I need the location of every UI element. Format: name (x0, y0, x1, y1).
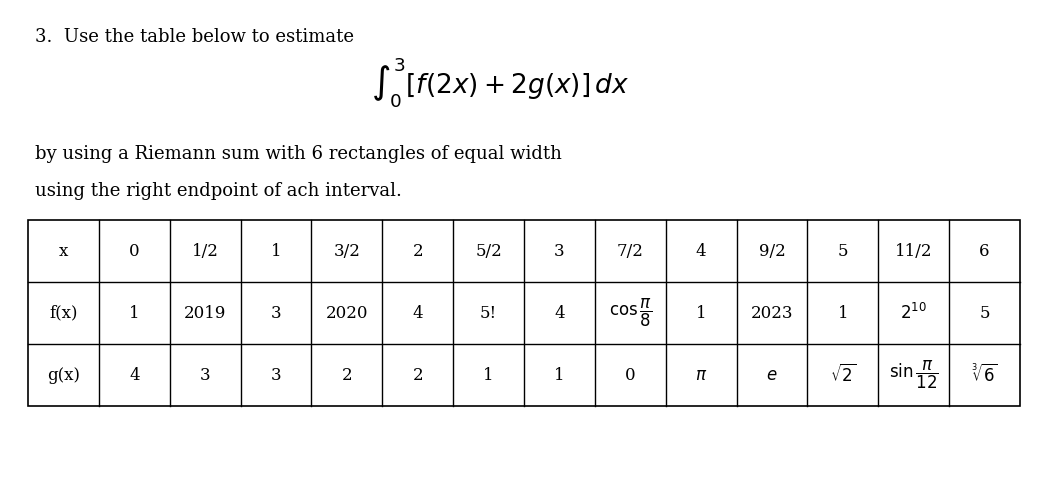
Text: 2020: 2020 (326, 304, 369, 322)
Text: 3: 3 (271, 366, 282, 384)
Text: 0: 0 (129, 242, 139, 260)
Text: 1: 1 (554, 366, 564, 384)
Text: 3: 3 (271, 304, 282, 322)
Text: 11/2: 11/2 (895, 242, 933, 260)
Text: $\sqrt[3]{6}$: $\sqrt[3]{6}$ (972, 364, 998, 386)
Bar (28, 220, 1020, 406)
Text: 3: 3 (554, 242, 564, 260)
Text: 3/2: 3/2 (333, 242, 360, 260)
Text: 0: 0 (625, 366, 636, 384)
Text: 6: 6 (979, 242, 989, 260)
Text: 1: 1 (271, 242, 282, 260)
Text: 5: 5 (979, 304, 989, 322)
Text: 2019: 2019 (184, 304, 226, 322)
Text: 3.  Use the table below to estimate: 3. Use the table below to estimate (35, 28, 354, 46)
Text: 1: 1 (484, 366, 494, 384)
Text: 4: 4 (554, 304, 564, 322)
Text: 5: 5 (838, 242, 848, 260)
Text: $\sqrt{2}$: $\sqrt{2}$ (829, 364, 856, 386)
Text: $\sin\dfrac{\pi}{12}$: $\sin\dfrac{\pi}{12}$ (889, 359, 938, 391)
Text: 2: 2 (341, 366, 352, 384)
Text: 1: 1 (838, 304, 848, 322)
Text: $\cos\dfrac{\pi}{8}$: $\cos\dfrac{\pi}{8}$ (608, 297, 652, 329)
Text: 1: 1 (129, 304, 139, 322)
Text: $\pi$: $\pi$ (695, 366, 708, 384)
Text: $\int_0^3 [f(2x)+2g(x)]\,dx$: $\int_0^3 [f(2x)+2g(x)]\,dx$ (371, 55, 629, 109)
Text: $e$: $e$ (766, 366, 778, 384)
Text: 2: 2 (413, 366, 423, 384)
Text: 7/2: 7/2 (617, 242, 644, 260)
Text: 9/2: 9/2 (759, 242, 785, 260)
Text: 5/2: 5/2 (475, 242, 502, 260)
Text: 5!: 5! (480, 304, 497, 322)
Text: by using a Riemann sum with 6 rectangles of equal width: by using a Riemann sum with 6 rectangles… (35, 145, 562, 163)
Text: using the right endpoint of ach interval.: using the right endpoint of ach interval… (35, 182, 402, 200)
Text: 2: 2 (413, 242, 423, 260)
Text: 3: 3 (200, 366, 210, 384)
Text: g(x): g(x) (47, 366, 80, 384)
Text: f(x): f(x) (49, 304, 77, 322)
Text: $2^{10}$: $2^{10}$ (900, 303, 927, 323)
Text: 4: 4 (129, 366, 139, 384)
Text: 4: 4 (696, 242, 707, 260)
Text: 2023: 2023 (751, 304, 794, 322)
Text: 1/2: 1/2 (192, 242, 219, 260)
Text: 4: 4 (413, 304, 423, 322)
Text: x: x (59, 242, 68, 260)
Text: 1: 1 (696, 304, 707, 322)
